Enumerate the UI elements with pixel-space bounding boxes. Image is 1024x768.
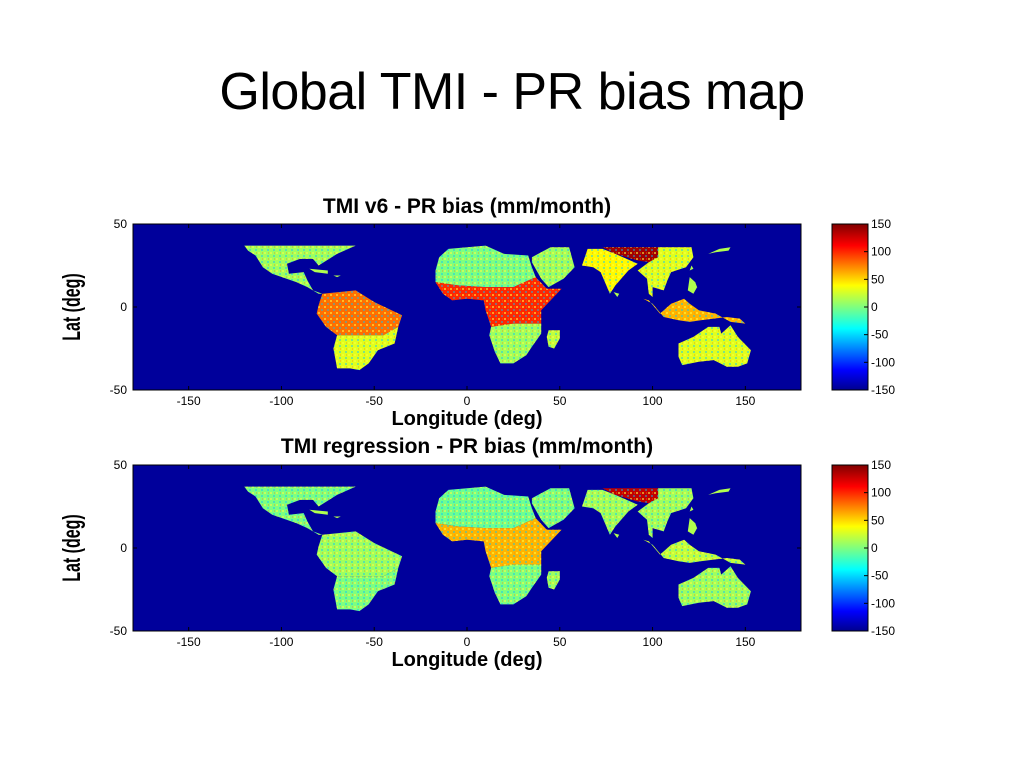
colorbar-tick-label: 0	[871, 300, 878, 314]
island-region	[689, 265, 694, 271]
colorbar-tick-label: -50	[871, 328, 889, 342]
land-texture	[333, 567, 399, 612]
colorbar-tick-label: 50	[871, 513, 885, 527]
land-texture	[678, 566, 751, 608]
x-tick-label: 0	[464, 635, 471, 649]
x-tick-label: -150	[177, 635, 201, 649]
island-region	[708, 488, 731, 495]
y-tick-label: 0	[120, 300, 127, 314]
colorbar-tick-label: 0	[871, 541, 878, 555]
chart-title: TMI regression - PR bias (mm/month)	[281, 435, 653, 458]
x-tick-label: 150	[735, 394, 755, 408]
island-region	[309, 268, 328, 274]
x-tick-label: 50	[553, 635, 567, 649]
island-region	[613, 533, 620, 538]
y-tick-label: 50	[114, 217, 128, 231]
land-texture	[435, 245, 536, 288]
x-axis-label: Longitude (deg)	[391, 649, 542, 671]
land-texture	[637, 247, 694, 297]
x-tick-label: -50	[366, 635, 384, 649]
x-tick-label: 100	[643, 394, 663, 408]
land-texture	[602, 247, 659, 263]
colorbar	[831, 464, 869, 632]
colorbar-tick-label: 100	[871, 486, 891, 500]
y-tick-label: 50	[114, 458, 128, 472]
y-axis-label: Lat (deg)	[59, 273, 86, 340]
island-region	[687, 518, 698, 535]
colorbar-tick-label: -150	[871, 624, 895, 638]
land-texture	[435, 518, 562, 568]
colorbar-tick-label: 150	[871, 217, 891, 231]
land-texture	[489, 564, 542, 605]
y-axis-label: Lat (deg)	[59, 514, 86, 581]
island-region	[309, 509, 328, 515]
land-texture	[643, 539, 746, 565]
island-region	[333, 516, 341, 519]
colorbar-tick-label: -50	[871, 569, 889, 583]
colorbar	[831, 223, 869, 391]
chart-panel: -150 -100 -50 0 50 100 150 50 0 -50 TMI v6 - PR bi…	[59, 195, 896, 430]
island-region	[689, 506, 694, 512]
chart-panel: -150 -100 -50 0 50 100 150 50 0 -50 TMI regression…	[59, 435, 896, 671]
land-texture	[244, 486, 356, 535]
x-tick-label: 50	[553, 394, 567, 408]
x-axis-label: Longitude (deg)	[391, 408, 542, 430]
land-texture	[435, 486, 536, 529]
land-texture	[643, 298, 746, 324]
colorbar-tick-label: -100	[871, 596, 895, 610]
land-texture	[244, 245, 356, 294]
island-region	[613, 292, 620, 297]
chart-title: TMI v6 - PR bias (mm/month)	[323, 195, 611, 218]
y-tick-label: -50	[110, 383, 128, 397]
island-region	[333, 275, 341, 278]
land-texture	[333, 326, 399, 371]
colorbar-tick-label: 150	[871, 458, 891, 472]
land-texture	[602, 488, 659, 504]
land-texture	[546, 330, 560, 349]
land-texture	[531, 247, 575, 288]
colorbar-tick-label: -100	[871, 355, 895, 369]
land-texture	[435, 277, 562, 327]
land-texture	[489, 323, 542, 364]
x-tick-label: -100	[269, 394, 293, 408]
y-tick-label: -50	[110, 624, 128, 638]
x-tick-label: -50	[366, 394, 384, 408]
island-region	[708, 247, 731, 254]
land-texture	[582, 248, 638, 294]
land-texture	[678, 325, 751, 367]
y-tick-label: 0	[120, 541, 127, 555]
land-texture	[637, 488, 694, 538]
x-tick-label: 0	[464, 394, 471, 408]
x-tick-label: 150	[735, 635, 755, 649]
slide-title: Global TMI - PR bias map	[219, 63, 805, 121]
land-texture	[546, 571, 560, 590]
land-texture	[582, 489, 638, 535]
colorbar-tick-label: 100	[871, 245, 891, 259]
land-texture	[316, 290, 403, 336]
land-texture	[316, 531, 403, 577]
x-tick-label: -100	[269, 635, 293, 649]
island-region	[687, 277, 698, 294]
x-tick-label: -150	[177, 394, 201, 408]
colorbar-tick-label: -150	[871, 383, 895, 397]
land-texture	[531, 488, 575, 529]
x-tick-label: 100	[643, 635, 663, 649]
colorbar-tick-label: 50	[871, 272, 885, 286]
